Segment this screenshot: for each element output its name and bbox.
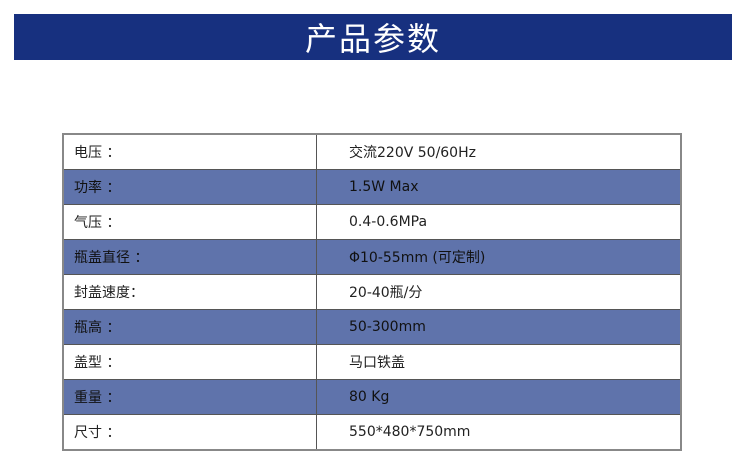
spec-value: 20-40瓶/分 [316,274,681,310]
spec-label: 功率 ： [63,169,317,205]
spec-value: 0.4-0.6MPa [316,204,681,240]
spec-row: 封盖速度： 20-40瓶/分 [63,274,681,310]
spec-value: 马口铁盖 [316,344,681,380]
spec-value: 50-300mm [316,309,681,345]
spec-value: 550*480*750mm [316,414,681,451]
spec-label: 盖型 ： [63,344,317,380]
spec-label: 封盖速度： [63,274,317,310]
spec-label: 瓶高 ： [63,309,317,345]
spec-value: Φ10-55mm (可定制) [316,239,681,275]
spec-value: 1.5W Max [316,169,681,205]
spec-label: 电压 ： [63,133,317,170]
spec-row: 盖型 ：马口铁盖 [63,344,681,380]
spec-value: 交流220V 50/60Hz [316,133,681,170]
page-title-banner: 产品参数 [14,14,732,60]
spec-label: 气压 ： [63,204,317,240]
spec-value: 80 Kg [316,379,681,415]
spec-label: 重量 ： [63,379,317,415]
spec-row: 电压 ：交流220V 50/60Hz [63,133,681,170]
spec-label: 瓶盖直径 ： [63,239,317,275]
spec-row: 尺寸 ： 550*480*750mm [63,414,681,451]
spec-row: 瓶盖直径 ： Φ10-55mm (可定制) [63,239,681,275]
spec-table: 电压 ：交流220V 50/60Hz 功率 ： 1.5W Max 气压 ： 0.4-… [62,133,682,451]
page-title: 产品参数 [304,20,441,58]
spec-row: 瓶高 ： 50-300mm [63,309,681,345]
spec-row: 重量 ： 80 Kg [63,379,681,415]
spec-row: 功率 ： 1.5W Max [63,169,681,205]
spec-row: 气压 ： 0.4-0.6MPa [63,204,681,240]
spec-label: 尺寸 ： [63,414,317,451]
